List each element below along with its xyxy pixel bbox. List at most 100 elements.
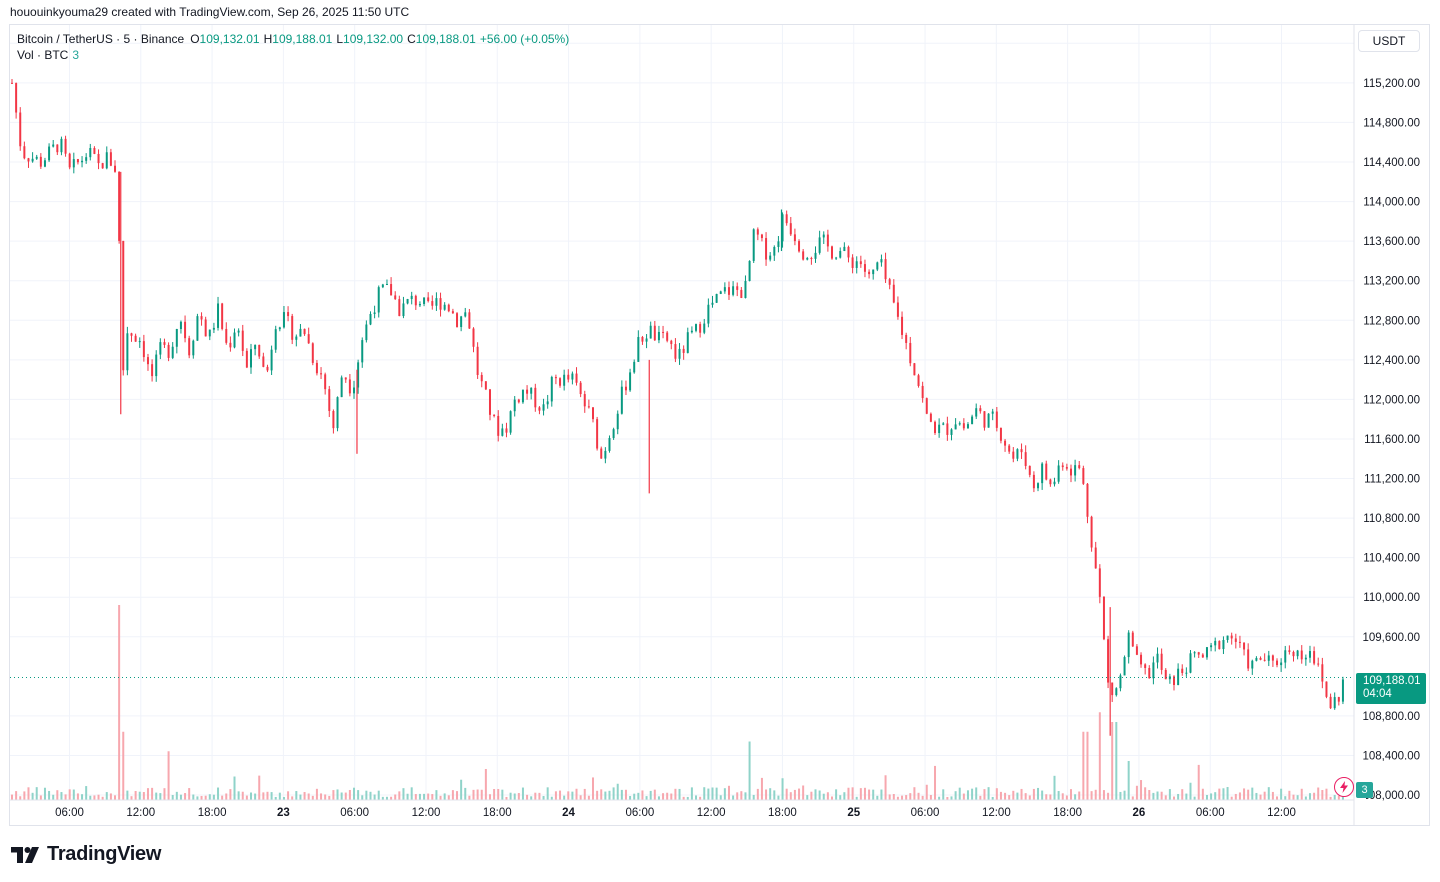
candle-body [1140,654,1143,665]
candle-body [987,413,990,428]
candle-body [843,246,846,252]
candle-body [1102,596,1105,640]
brand-name: TradingView [47,843,162,865]
currency-button[interactable]: USDT [1358,30,1420,52]
volume-bar [1065,795,1068,800]
candle-body [892,284,895,303]
candle-body [1333,697,1336,709]
volume-bar [48,790,51,800]
volume-bar [575,788,578,800]
candle-body [39,156,42,167]
volume-bar [851,787,854,800]
lightning-icon[interactable] [1334,777,1354,797]
volume-label[interactable]: Vol · BTC [17,48,69,62]
volume-bar [126,790,129,800]
candle-body [212,327,215,330]
volume-bar [23,791,26,800]
volume-bar [534,792,537,800]
candle-body [1032,474,1035,489]
change-value: +56.00 (+0.05%) [479,32,570,46]
candle-body [962,423,965,429]
volume-bar [645,796,648,800]
volume-bar [93,795,96,800]
candle-body [1160,653,1163,670]
candle-body [56,144,59,153]
volume-bar [1156,791,1159,800]
volume-bar [1086,731,1089,800]
tradingview-logo[interactable]: TradingView [11,843,161,866]
candle-body [674,344,677,359]
candle-body [744,280,747,298]
volume-bar [138,791,141,800]
volume-bar [1049,794,1052,800]
volume-bar [835,789,838,800]
candle-body [1259,657,1262,660]
candle-body [760,234,763,239]
volume-bar [723,788,726,800]
candle-body [68,153,71,168]
volume-bar [188,788,191,800]
candle-body [979,408,982,412]
volume-bar [151,787,154,800]
candle-body [810,258,813,260]
candle-body [1061,465,1064,468]
candle-body [1189,653,1192,673]
candle-body [554,377,557,379]
candle-body [505,428,508,433]
volume-bar [991,796,994,800]
volume-bar [1201,788,1204,800]
symbol-label[interactable]: Bitcoin / TetherUS · 5 · Binance [17,32,185,46]
volume-bar [118,605,121,800]
volume-bar [1102,790,1105,800]
chart-frame [9,24,1430,826]
volume-bar [934,765,937,800]
volume-bar [427,793,430,800]
candle-body [460,316,463,328]
price-tick-label: 112,000.00 [1363,394,1420,406]
candle-body [1144,664,1147,668]
volume-bar [221,795,224,800]
volume-bar [245,795,248,800]
time-tick-label: 12:00 [982,807,1011,819]
volume-bar [1234,793,1237,800]
volume-bar [587,795,590,800]
candle-body [204,319,207,337]
candle-body [826,234,829,247]
candle-body [657,331,660,341]
candle-body [1238,641,1241,643]
volume-bar [443,793,446,800]
events-count-badge[interactable]: 3 [1356,782,1373,798]
volume-bar [472,789,475,800]
candle-body [60,138,63,153]
candle-body [1280,662,1283,666]
candle-body [1057,465,1060,482]
open-value: 109,132.01 [199,32,260,46]
candle-body [1082,468,1085,484]
candle-body [1156,653,1159,663]
volume-bar [629,795,632,800]
candle-body [929,413,932,422]
candle-body [575,373,578,383]
volume-bar [410,787,413,800]
volume-bar [1168,789,1171,800]
volume-value: 3 [72,48,80,62]
candle-body [1271,655,1274,661]
volume-bar [1131,796,1134,800]
volume-bar [295,791,298,800]
candle-body [670,340,673,345]
volume-bar [225,793,228,800]
volume-bar [1123,790,1126,800]
volume-bar [830,796,833,800]
candle-body [542,404,545,411]
candle-body [1131,632,1134,647]
time-tick-label: 23 [277,807,290,819]
candle-body [1024,452,1027,466]
candle-body [806,258,809,260]
candle-body [703,323,706,333]
candle-body [1090,516,1093,548]
candle-body [151,364,154,377]
candle-body [802,251,805,260]
candle-body [142,341,145,358]
volume-bar [1032,788,1035,800]
